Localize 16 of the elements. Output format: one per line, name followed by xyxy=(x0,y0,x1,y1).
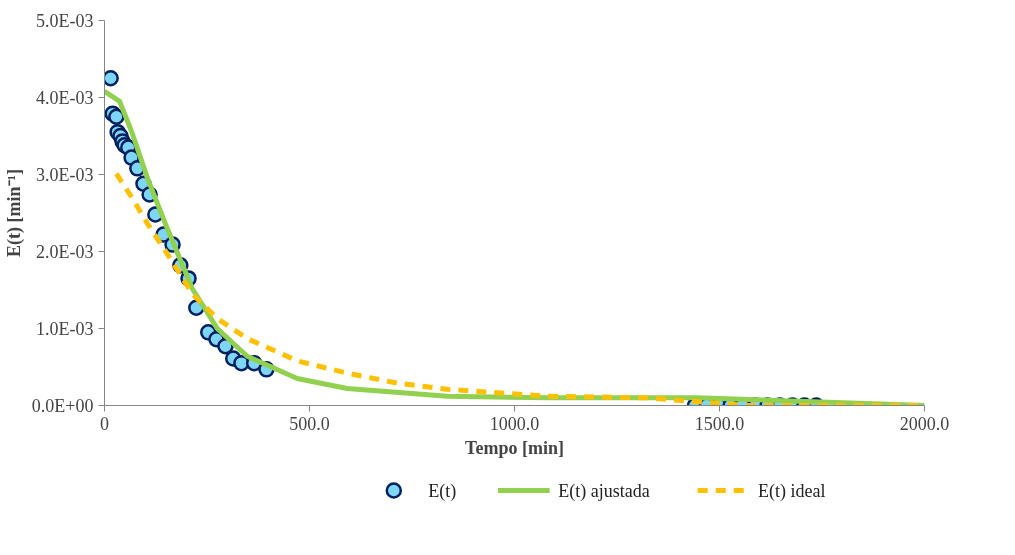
legend-label: E(t) ideal xyxy=(758,480,826,502)
y-tick-label: 2.0E-03 xyxy=(36,241,94,262)
x-tick-label: 2000.0 xyxy=(899,413,950,434)
y-tick-label: 0.0E+00 xyxy=(31,395,94,416)
x-tick-label: 500.0 xyxy=(289,413,330,434)
x-tick-label: 0 xyxy=(100,413,109,434)
x-tick-label: 1000.0 xyxy=(489,413,540,434)
legend-label: E(t) xyxy=(428,480,457,502)
y-axis-title: E(t) [min⁻¹] xyxy=(3,169,25,257)
y-tick-label: 5.0E-03 xyxy=(36,10,94,31)
y-tick-label: 4.0E-03 xyxy=(36,87,94,108)
x-axis-title: Tempo [min] xyxy=(465,437,564,458)
x-tick-label: 1500.0 xyxy=(694,413,745,434)
y-tick-label: 3.0E-03 xyxy=(36,164,94,185)
y-tick-label: 1.0E-03 xyxy=(36,318,94,339)
legend-label: E(t) ajustada xyxy=(558,480,650,502)
